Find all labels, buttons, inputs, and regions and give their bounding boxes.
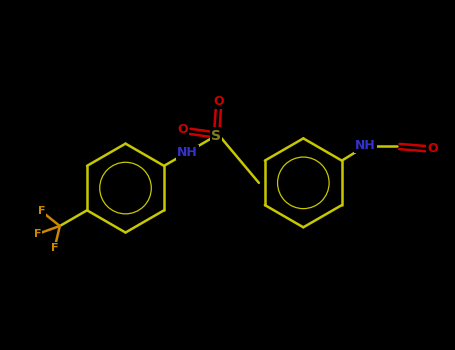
Text: S: S <box>211 128 221 142</box>
Text: O: O <box>177 123 188 136</box>
Text: O: O <box>213 95 224 108</box>
Text: F: F <box>51 243 58 253</box>
Text: O: O <box>427 142 438 155</box>
Text: NH: NH <box>355 139 376 153</box>
Text: F: F <box>38 206 45 216</box>
Text: F: F <box>34 229 41 239</box>
Text: NH: NH <box>177 146 198 159</box>
